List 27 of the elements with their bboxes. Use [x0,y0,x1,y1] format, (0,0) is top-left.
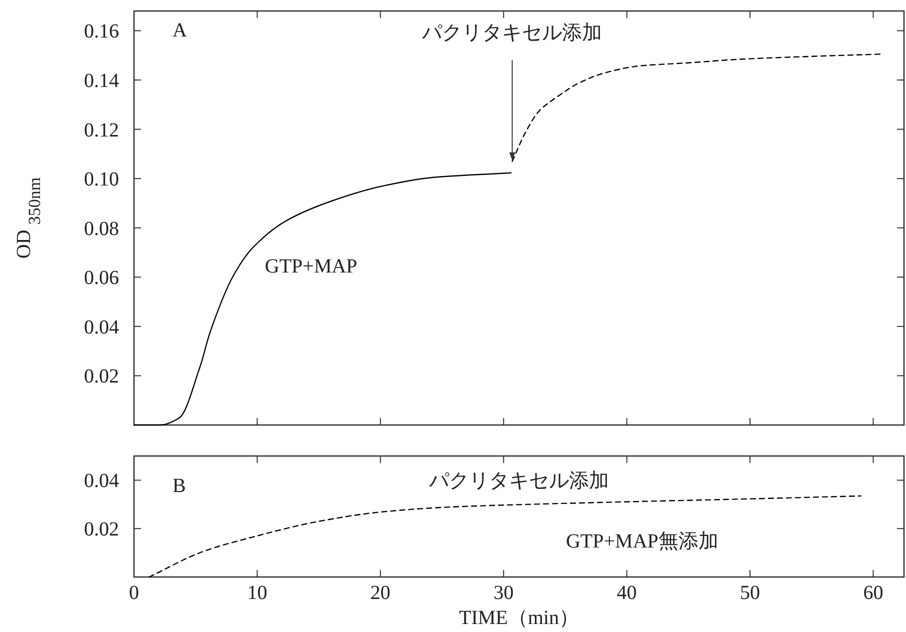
x-axis-title: TIME（min） [459,607,579,629]
y-tick-label: 0.06 [84,267,119,290]
y-tick-label: 0.04 [84,470,119,492]
annotation: GTP+MAP無添加 [566,530,718,553]
annotation: B [172,475,186,498]
annotation: パクリタキセル添加 [421,22,602,44]
x-tick-label: 60 [863,582,884,604]
x-tick-label: 10 [247,582,268,604]
x-tick-label: 0 [129,582,139,604]
y-tick-label: 0.04 [84,316,119,338]
x-tick-label: 20 [370,582,390,604]
line-series [512,54,882,162]
y-tick-label: 0.10 [84,168,119,191]
line-series [133,172,512,426]
y-tick-label: 0.12 [84,119,119,142]
annotation: GTP+MAP [264,255,358,278]
y-tick-label: 0.16 [84,20,119,43]
y-tick-label: 0.14 [84,70,119,92]
y-tick-label: 0.02 [84,518,119,541]
y-tick-label: 0.02 [84,366,119,388]
x-tick-label: 30 [494,582,514,604]
annotation: A [172,19,188,42]
x-tick-label: 40 [616,582,637,604]
annotation: パクリタキセル添加 [428,470,609,492]
y-tick-label: 0.08 [84,218,119,240]
line-series [148,495,862,578]
x-tick-label: 50 [740,582,760,604]
